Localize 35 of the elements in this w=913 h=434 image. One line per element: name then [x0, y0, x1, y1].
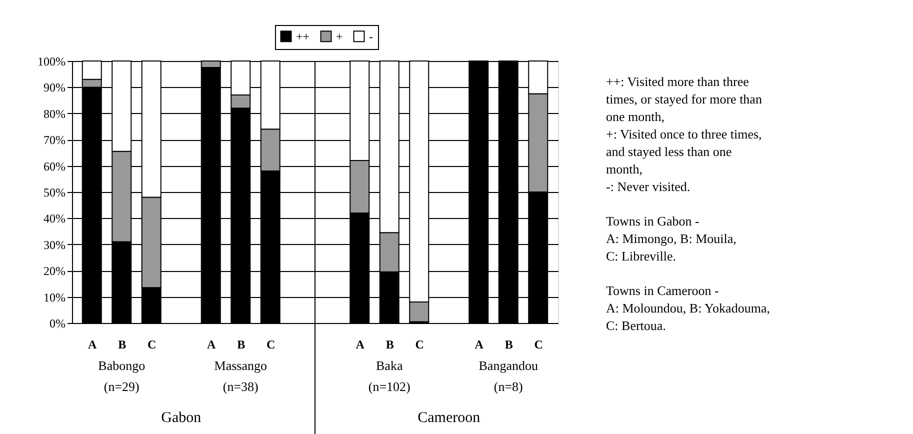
- x-tick-label: C: [534, 338, 543, 352]
- x-tick-label: A: [356, 338, 365, 352]
- text: Baka (n=102): [368, 358, 410, 394]
- text: Towns in Gabon - A: Mimongo, B: Mouila, C: Libreville.: [606, 214, 736, 264]
- x-tick-label: C: [415, 338, 424, 352]
- x-tick-label: B: [386, 338, 394, 352]
- text: Massango (n=38): [214, 358, 267, 394]
- legend-label: +: [336, 29, 343, 44]
- y-tick-label: 30%: [44, 238, 66, 252]
- text: Cameroon: [418, 410, 481, 426]
- text: Towns in Cameroon - A: Moloundou, B: Yokadouma, C: Bertoua.: [606, 283, 770, 333]
- y-tick-label: 60%: [44, 159, 66, 174]
- x-tick-label: A: [207, 338, 216, 352]
- y-tick-label: 90%: [44, 80, 66, 95]
- y-tick-label: 70%: [44, 133, 66, 148]
- y-tick-label: 0%: [50, 316, 66, 330]
- text: ++: Visited more than three times, or stayed for more than one month, +: Visited once to three times, and stayed less than one month, -: Never visited.: [606, 74, 762, 194]
- text: Gabon: [161, 410, 202, 426]
- y-tick-label: 10%: [44, 290, 66, 304]
- legend-label: -: [369, 29, 373, 44]
- x-tick-label: B: [118, 338, 126, 352]
- y-tick-label: 100%: [38, 54, 66, 68]
- x-tick-label: B: [237, 338, 246, 352]
- y-tick-label: 80%: [44, 106, 66, 121]
- text: Bangandou (n=8): [478, 358, 538, 394]
- x-tick-label: B: [504, 338, 513, 352]
- x-tick-label: A: [88, 338, 98, 352]
- y-tick-label: 20%: [44, 264, 66, 278]
- x-tick-label: C: [148, 338, 156, 352]
- x-tick-label: A: [474, 338, 484, 352]
- legend-label: ++: [296, 29, 310, 44]
- x-tick-label: C: [266, 338, 276, 352]
- y-tick-label: 50%: [44, 186, 66, 200]
- text: Babongo (n=29): [98, 358, 146, 394]
- y-tick-label: 40%: [44, 212, 66, 226]
